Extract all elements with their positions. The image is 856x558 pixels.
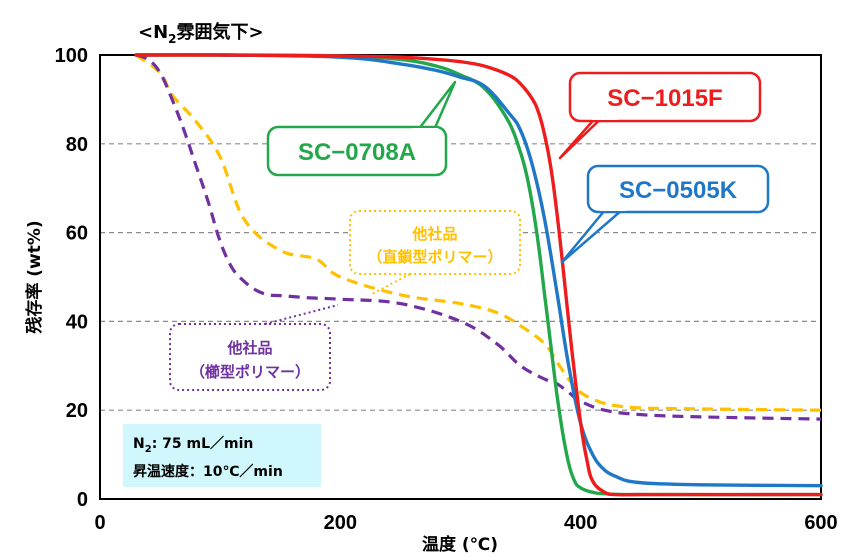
callout-sc1015f-label: SC−1015F — [607, 85, 722, 112]
y-tick-labels: 0 20 40 60 80 100 — [55, 45, 88, 511]
conditions-box: N2: 75 mL／min 昇温速度：10℃／min — [123, 424, 321, 487]
x-tick-label: 400 — [564, 512, 597, 534]
callout-comb-line2: （櫛型ポリマー） — [190, 363, 310, 381]
callout-linear-pointer — [371, 273, 411, 295]
x-axis-title: 温度 (℃) — [422, 534, 498, 555]
callout-sc1015f: SC−1015F — [558, 71, 762, 160]
series-lines — [134, 53, 823, 497]
callout-sc0505k-pointer — [560, 208, 624, 264]
callout-sc0505k-label: SC−0505K — [619, 177, 738, 204]
callout-sc1015f-mask — [592, 112, 618, 120]
plot-frame — [99, 54, 822, 500]
callout-sc0505k-box — [586, 164, 770, 214]
y-tick-label: 100 — [55, 45, 88, 67]
y-tick-label: 20 — [66, 400, 88, 422]
series-line-0 — [134, 53, 823, 497]
y-tick-label: 40 — [66, 311, 88, 333]
callout-sc0708a: SC−0708A — [266, 80, 457, 177]
y-tick-label: 80 — [66, 134, 88, 156]
chart-title: <N2雰囲気下> — [138, 21, 264, 46]
callout-sc0708a-mask — [412, 128, 438, 136]
y-axis-title: 残存率 (wt%) — [24, 220, 45, 333]
x-tick-labels: 0 200 400 600 — [94, 512, 837, 534]
series-line-3 — [135, 53, 822, 412]
x-tick-label: 0 — [94, 512, 105, 534]
x-tick-label: 200 — [324, 512, 357, 534]
callout-comb-box — [169, 323, 331, 391]
callout-linear-box — [349, 210, 521, 275]
callout-sc0708a-label: SC−0708A — [298, 139, 416, 166]
callout-sc1015f-box — [568, 71, 762, 123]
callout-linear-line1: 他社品 — [411, 225, 457, 243]
callout-sc0505k: SC−0505K — [560, 164, 770, 264]
callout-comb-polymer: 他社品 （櫛型ポリマー） — [169, 304, 339, 391]
callout-linear-line2: （直鎖型ポリマー） — [367, 248, 502, 266]
y-tick-label: 60 — [66, 223, 88, 245]
callout-sc0708a-box — [266, 125, 448, 177]
callout-linear-polymer: 他社品 （直鎖型ポリマー） — [349, 210, 521, 295]
conditions-background — [123, 424, 321, 487]
callout-sc0708a-pointer — [416, 80, 457, 132]
callout-comb-line1: 他社品 — [226, 339, 272, 357]
callout-sc0505k-mask — [600, 203, 626, 211]
series-line-4 — [135, 53, 822, 421]
conditions-flow: N2: 75 mL／min — [133, 436, 253, 455]
x-tick-label: 600 — [804, 512, 837, 534]
series-line-2 — [134, 53, 823, 497]
conditions-heating-rate: 昇温速度：10℃／min — [133, 463, 283, 480]
series-line-1 — [134, 53, 823, 488]
y-tick-label: 0 — [77, 489, 88, 511]
